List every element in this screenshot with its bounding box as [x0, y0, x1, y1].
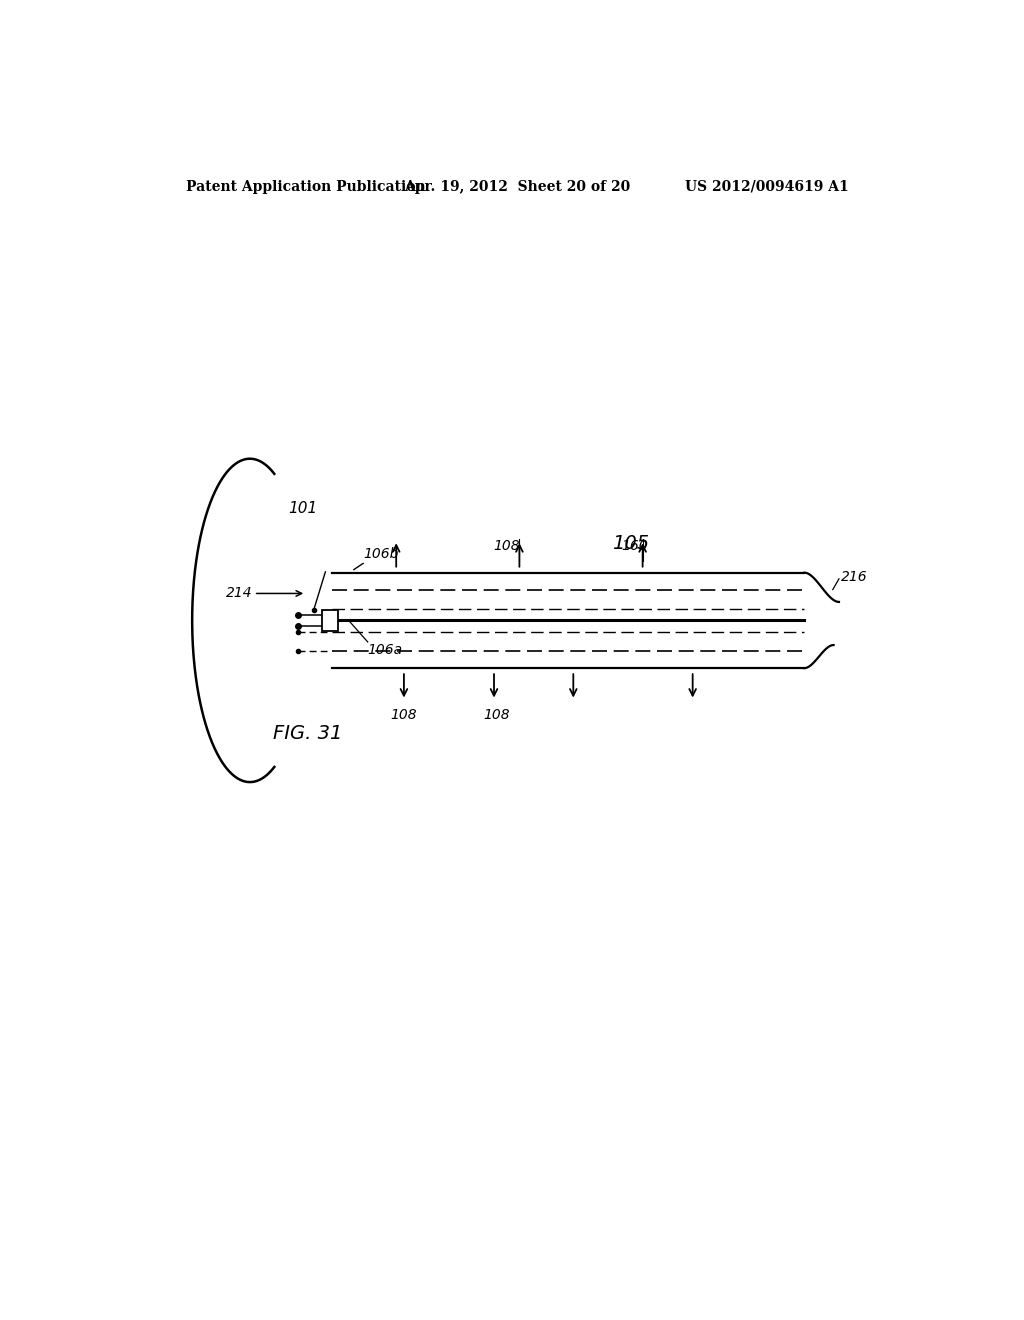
Text: US 2012/0094619 A1: US 2012/0094619 A1: [685, 180, 849, 194]
Text: FIG. 31: FIG. 31: [273, 725, 342, 743]
Text: Apr. 19, 2012  Sheet 20 of 20: Apr. 19, 2012 Sheet 20 of 20: [403, 180, 630, 194]
Text: 160: 160: [622, 539, 648, 553]
Text: 214: 214: [225, 586, 252, 601]
Text: 106a: 106a: [368, 644, 402, 657]
Text: 101: 101: [289, 502, 317, 516]
Text: 105: 105: [612, 533, 649, 553]
Text: 108: 108: [390, 708, 417, 722]
Text: 108: 108: [493, 539, 519, 553]
Text: Patent Application Publication: Patent Application Publication: [186, 180, 426, 194]
Bar: [322, 610, 339, 631]
Text: 106b: 106b: [364, 546, 398, 561]
Text: 108: 108: [483, 708, 510, 722]
Text: 216: 216: [841, 569, 867, 583]
